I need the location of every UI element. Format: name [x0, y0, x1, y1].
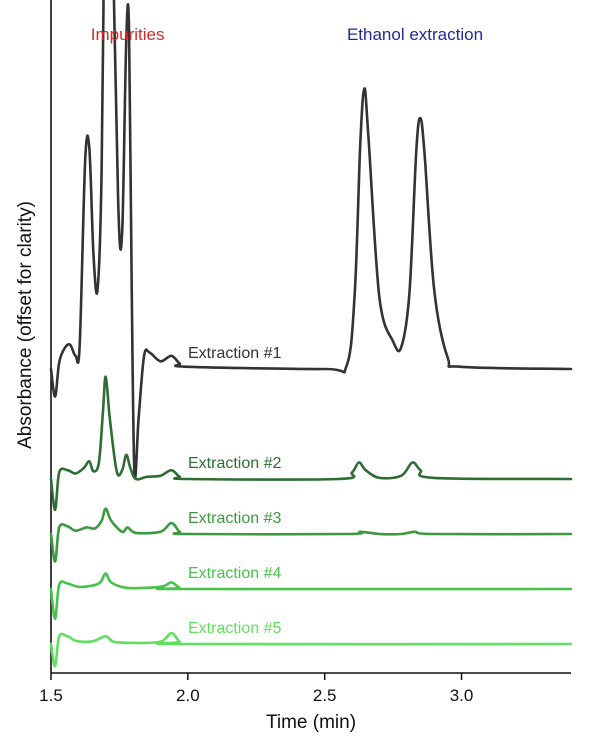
- series-group: [49, 0, 573, 668]
- series-line-5: [49, 631, 573, 668]
- series-label-4: Extraction #4: [188, 565, 281, 582]
- x-tick-label: 1.5: [39, 686, 63, 705]
- annotation-label-2: Ethanol extraction: [347, 25, 483, 44]
- series-line-1: [49, 0, 573, 480]
- series-line-4: [49, 572, 573, 621]
- series-label-3: Extraction #3: [188, 510, 281, 527]
- x-tick-group: 1.5 2.0 2.5 3.0: [39, 673, 473, 705]
- series-line-3: [49, 507, 573, 563]
- x-tick-label: 2.5: [313, 686, 337, 705]
- series-line-2: [49, 375, 573, 512]
- x-tick-label: 2.0: [176, 686, 200, 705]
- annotation-group: Impurities Ethanol extraction: [91, 25, 483, 44]
- series-label-group: Extraction #1 Extraction #2 Extraction #3 E…: [188, 345, 281, 637]
- series-label-2: Extraction #2: [188, 455, 281, 472]
- annotation-label-1: Impurities: [91, 25, 165, 44]
- y-axis-title: Absorbance (offset for clarity): [15, 201, 36, 449]
- x-tick-label: 3.0: [450, 686, 474, 705]
- series-label-5: Extraction #5: [188, 620, 281, 637]
- x-axis-title: Time (min): [266, 712, 356, 733]
- series-label-1: Extraction #1: [188, 345, 281, 362]
